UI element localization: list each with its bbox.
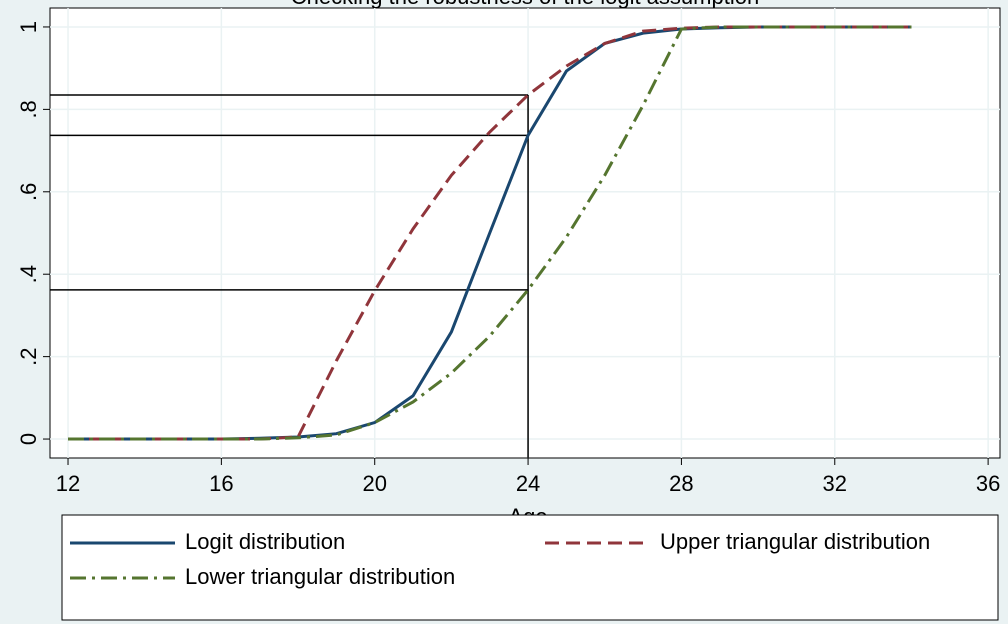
plot-area [49,7,1001,459]
x-tick-label: 32 [823,471,847,496]
series-line [68,25,912,441]
y-tick-label: 0 [16,433,41,445]
y-tick-label: 1 [16,21,41,33]
y-tick-label: .4 [16,265,41,283]
chart-title: Checking the robustness of the logit ass… [291,0,759,9]
x-tick-label: 28 [669,471,693,496]
x-tick-label: 12 [56,471,80,496]
x-tick-label: 36 [976,471,1000,496]
legend [61,514,999,621]
legend-label: Upper triangular distribution [660,529,930,554]
y-tick-label: .6 [16,183,41,201]
x-tick-label: 16 [209,471,233,496]
x-tick-label: 24 [516,471,540,496]
x-tick-label: 20 [362,471,386,496]
legend-label: Logit distribution [185,529,345,554]
legend-label: Lower triangular distribution [185,564,455,589]
y-tick-label: .2 [16,347,41,365]
y-tick-label: .8 [16,100,41,118]
